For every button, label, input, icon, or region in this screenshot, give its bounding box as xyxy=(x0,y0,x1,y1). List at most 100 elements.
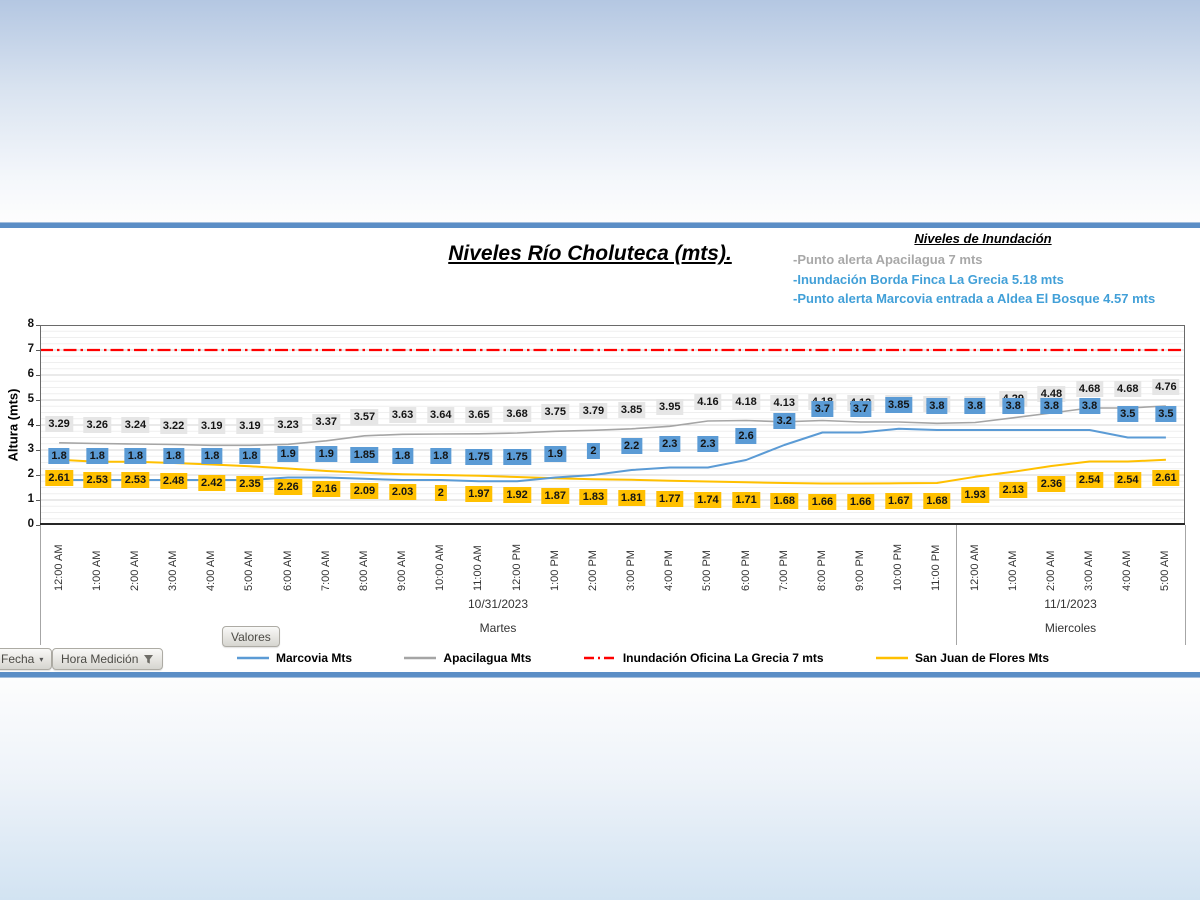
y-axis-tick-mark xyxy=(36,500,40,501)
data-label: 4.68 xyxy=(1114,381,1142,397)
valores-field-button[interactable]: Valores xyxy=(222,626,280,647)
bottom-gradient-band xyxy=(0,678,1200,900)
y-axis-tick-label: 6 xyxy=(27,368,34,380)
flood-levels-note: Niveles de Inundación -Punto alerta Apac… xyxy=(793,231,1173,309)
data-label: 1.8 xyxy=(48,448,70,464)
legend-label: Apacilagua Mts xyxy=(443,651,532,665)
data-label: 1.68 xyxy=(923,493,951,509)
x-axis-tick-label: 3:00 AM xyxy=(1083,550,1096,591)
data-label: 3.8 xyxy=(1002,398,1024,414)
data-label: 3.65 xyxy=(465,406,493,423)
legend-line-swatch xyxy=(237,656,269,660)
top-gradient-band xyxy=(0,0,1200,222)
y-axis-tick-label: 3 xyxy=(27,443,34,455)
x-axis-tick-label: 4:00 PM xyxy=(663,550,676,591)
x-axis-tick-label: 10:00 AM xyxy=(434,544,447,591)
data-label: 3.2 xyxy=(773,413,795,429)
filter-funnel-icon xyxy=(144,654,154,664)
data-label: 3.5 xyxy=(1155,405,1177,422)
x-axis-tick-label: 8:00 AM xyxy=(357,550,370,591)
data-label: 2.2 xyxy=(620,438,643,454)
y-axis-tick-label: 2 xyxy=(27,468,34,480)
data-label: 2.3 xyxy=(697,435,719,452)
data-label: 1.83 xyxy=(579,489,608,506)
data-label: 3.85 xyxy=(885,396,913,413)
x-axis-tick-label: 5:00 AM xyxy=(1159,550,1172,591)
data-label: 3.8 xyxy=(1078,398,1101,414)
flood-level-note-item: -Inundación Borda Finca La Grecia 5.18 m… xyxy=(793,271,1064,287)
x-axis-tick-label: 2:00 PM xyxy=(586,550,599,591)
data-label: 1.87 xyxy=(541,488,569,505)
data-label: 2.54 xyxy=(1114,471,1142,488)
san-juan-series-line xyxy=(59,458,1166,485)
fecha-field-label: Fecha xyxy=(1,652,35,666)
data-label: 2 xyxy=(587,443,600,459)
x-axis-tick-label: 10:00 PM xyxy=(892,543,905,591)
legend-item: San Juan de Flores Mts xyxy=(875,651,1049,665)
hora-medicion-field-button[interactable]: Hora Medición xyxy=(52,648,164,670)
y-axis-tick-mark xyxy=(36,475,40,476)
data-label: 1.75 xyxy=(465,449,493,466)
data-label: 2.35 xyxy=(236,476,264,493)
legend-line-swatch xyxy=(404,656,437,660)
data-label: 3.23 xyxy=(274,417,302,434)
legend-label: Inundación Oficina La Grecia 7 mts xyxy=(622,651,824,665)
data-label: 2.3 xyxy=(659,435,681,452)
flood-level-note-item: -Punto alerta Apacilagua 7 mts xyxy=(793,252,983,267)
chart-title: Niveles Río Choluteca (mts). xyxy=(448,242,732,265)
data-label: 2.42 xyxy=(198,474,226,491)
y-axis-tick-label: 7 xyxy=(27,343,34,355)
x-axis-tick-label: 3:00 AM xyxy=(167,550,180,591)
data-label: 3.8 xyxy=(926,398,948,414)
flood-levels-list: -Punto alerta Apacilagua 7 mts -Inundació… xyxy=(793,250,1173,309)
data-label: 1.75 xyxy=(503,449,531,466)
y-axis-tick-mark xyxy=(36,350,40,351)
y-axis-tick-label: 5 xyxy=(27,393,34,405)
data-label: 1.85 xyxy=(350,446,379,463)
apacilagua-series-line xyxy=(59,405,1166,447)
x-axis-tick-label: 5:00 AM xyxy=(243,550,256,591)
data-label: 1.67 xyxy=(885,493,913,510)
data-label: 1.8 xyxy=(201,448,223,464)
valores-field-label: Valores xyxy=(231,629,271,644)
data-label: 2.13 xyxy=(999,481,1027,498)
data-label: 1.8 xyxy=(430,448,452,464)
date-group-label: 10/31/2023 xyxy=(467,597,529,611)
data-label: 1.93 xyxy=(961,486,989,503)
x-axis-tick-label: 12:00 PM xyxy=(510,543,523,591)
x-axis-tick-label: 6:00 PM xyxy=(739,550,752,591)
flood-levels-heading: Niveles de Inundación xyxy=(914,231,1052,246)
fecha-field-button[interactable]: Fecha ▾ xyxy=(0,648,53,670)
data-label: 2.03 xyxy=(388,484,417,501)
data-label: 4.68 xyxy=(1075,381,1104,397)
data-label: 1.92 xyxy=(503,487,531,503)
data-label: 2.36 xyxy=(1037,476,1066,492)
top-divider-bar xyxy=(0,222,1200,228)
data-label: 3.64 xyxy=(427,407,455,423)
data-label: 1.9 xyxy=(544,445,566,462)
data-label: 2.6 xyxy=(735,428,757,444)
data-label: 3.19 xyxy=(198,418,226,435)
data-label: 1.8 xyxy=(239,448,261,464)
data-label: 1.66 xyxy=(846,493,875,510)
data-label: 1.8 xyxy=(86,448,108,464)
x-axis-tick-label: 8:00 PM xyxy=(815,550,828,591)
data-label: 3.8 xyxy=(1040,398,1063,414)
bottom-divider-bar xyxy=(0,672,1200,678)
data-label: 4.18 xyxy=(732,393,760,410)
legend-label: Marcovia Mts xyxy=(276,651,353,665)
data-label: 2.61 xyxy=(1152,469,1180,486)
x-axis-tick-label: 1:00 AM xyxy=(1006,550,1019,591)
data-label: 2.09 xyxy=(350,482,379,499)
legend-label: San Juan de Flores Mts xyxy=(914,651,1049,665)
y-axis-tick-label: 8 xyxy=(27,318,34,330)
y-axis-tick-mark xyxy=(36,525,40,526)
data-label: 3.7 xyxy=(849,400,872,417)
date-group-label: 11/1/2023 xyxy=(1044,597,1097,611)
data-label: 1.68 xyxy=(770,493,798,509)
data-label: 3.37 xyxy=(312,413,340,430)
chart-legend: Marcovia Mts Apacilagua Mts Inundación Ofi… xyxy=(237,648,1049,668)
data-label: 2.54 xyxy=(1075,471,1104,488)
y-axis-tick-mark xyxy=(36,375,40,376)
data-label: 1.81 xyxy=(617,489,646,506)
